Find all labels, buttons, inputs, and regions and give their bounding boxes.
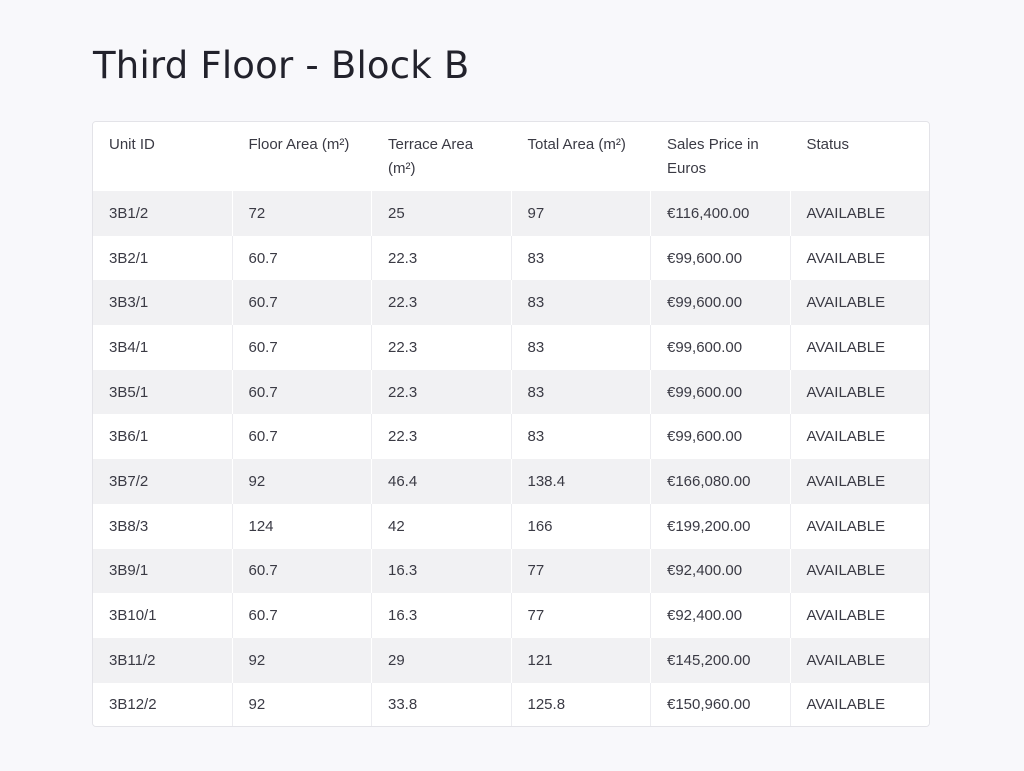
table-row: 3B10/1 60.7 16.3 77 €92,400.00 AVAILABLE (93, 593, 929, 638)
total-area-cell: 83 (511, 414, 651, 460)
floor-area-cell: 60.7 (232, 548, 372, 594)
terrace-area-cell: 16.3 (372, 593, 512, 638)
unit-id-cell: 3B7/2 (93, 459, 233, 504)
unit-id-cell: 3B6/1 (93, 414, 233, 460)
column-header-total-area: Total Area (m²) (511, 122, 651, 191)
unit-id-cell: 3B9/1 (93, 548, 233, 594)
sales-price-cell: €116,400.00 (651, 191, 791, 236)
floor-area-cell: 60.7 (232, 593, 372, 638)
table-row: 3B8/3 124 42 166 €199,200.00 AVAILABLE (93, 503, 929, 549)
column-header-terrace-area: Terrace Area (m²) (372, 122, 512, 191)
sales-price-cell: €145,200.00 (651, 637, 791, 683)
total-area-cell: 83 (511, 280, 651, 326)
unit-id-cell: 3B5/1 (93, 369, 233, 415)
floor-area-cell: 60.7 (232, 280, 372, 326)
page-title: Third Floor - Block B (93, 44, 470, 87)
total-area-cell: 138.4 (511, 459, 651, 504)
floor-area-cell: 60.7 (232, 369, 372, 415)
unit-id-cell: 3B4/1 (93, 325, 233, 370)
floor-area-cell: 72 (232, 191, 372, 236)
terrace-area-cell: 29 (372, 637, 512, 683)
column-header-unit-id: Unit ID (93, 122, 233, 191)
terrace-area-cell: 22.3 (372, 369, 512, 415)
table-header-row: Unit ID Floor Area (m²) Terrace Area (m²… (93, 122, 929, 191)
table-body: 3B1/2 72 25 97 €116,400.00 AVAILABLE 3B2/1 60.7… (93, 191, 929, 726)
total-area-cell: 125.8 (511, 682, 651, 726)
terrace-area-cell: 22.3 (372, 325, 512, 370)
table-row: 3B3/1 60.7 22.3 83 €99,600.00 AVAILABLE (93, 280, 929, 326)
total-area-cell: 83 (511, 369, 651, 415)
total-area-cell: 121 (511, 637, 651, 683)
status-cell: AVAILABLE (790, 369, 929, 415)
unit-id-cell: 3B8/3 (93, 503, 233, 549)
sales-price-cell: €150,960.00 (651, 682, 791, 726)
total-area-cell: 166 (511, 503, 651, 549)
units-table: Unit ID Floor Area (m²) Terrace Area (m²… (93, 122, 929, 726)
table-row: 3B12/2 92 33.8 125.8 €150,960.00 AVAILABLE (93, 682, 929, 726)
total-area-cell: 77 (511, 593, 651, 638)
column-header-floor-area: Floor Area (m²) (232, 122, 372, 191)
terrace-area-cell: 46.4 (372, 459, 512, 504)
table-header: Unit ID Floor Area (m²) Terrace Area (m²… (93, 122, 929, 191)
column-header-status: Status (790, 122, 929, 191)
sales-price-cell: €92,400.00 (651, 593, 791, 638)
table-row: 3B2/1 60.7 22.3 83 €99,600.00 AVAILABLE (93, 235, 929, 281)
floor-area-cell: 92 (232, 682, 372, 726)
unit-id-cell: 3B10/1 (93, 593, 233, 638)
floor-area-cell: 92 (232, 459, 372, 504)
sales-price-cell: €99,600.00 (651, 369, 791, 415)
floor-area-cell: 124 (232, 503, 372, 549)
status-cell: AVAILABLE (790, 191, 929, 236)
sales-price-cell: €99,600.00 (651, 280, 791, 326)
status-cell: AVAILABLE (790, 593, 929, 638)
table-row: 3B7/2 92 46.4 138.4 €166,080.00 AVAILABLE (93, 459, 929, 504)
column-header-sales-price: Sales Price in Euros (651, 122, 791, 191)
table-row: 3B1/2 72 25 97 €116,400.00 AVAILABLE (93, 191, 929, 236)
sales-price-cell: €166,080.00 (651, 459, 791, 504)
table-row: 3B4/1 60.7 22.3 83 €99,600.00 AVAILABLE (93, 325, 929, 370)
terrace-area-cell: 22.3 (372, 235, 512, 281)
terrace-area-cell: 33.8 (372, 682, 512, 726)
status-cell: AVAILABLE (790, 459, 929, 504)
table-row: 3B6/1 60.7 22.3 83 €99,600.00 AVAILABLE (93, 414, 929, 460)
status-cell: AVAILABLE (790, 235, 929, 281)
terrace-area-cell: 22.3 (372, 280, 512, 326)
floor-area-cell: 60.7 (232, 414, 372, 460)
status-cell: AVAILABLE (790, 503, 929, 549)
status-cell: AVAILABLE (790, 637, 929, 683)
total-area-cell: 77 (511, 548, 651, 594)
unit-id-cell: 3B1/2 (93, 191, 233, 236)
terrace-area-cell: 22.3 (372, 414, 512, 460)
table-row: 3B5/1 60.7 22.3 83 €99,600.00 AVAILABLE (93, 369, 929, 415)
total-area-cell: 97 (511, 191, 651, 236)
floor-area-cell: 92 (232, 637, 372, 683)
total-area-cell: 83 (511, 235, 651, 281)
unit-id-cell: 3B12/2 (93, 682, 233, 726)
table-row: 3B11/2 92 29 121 €145,200.00 AVAILABLE (93, 637, 929, 683)
terrace-area-cell: 16.3 (372, 548, 512, 594)
terrace-area-cell: 42 (372, 503, 512, 549)
unit-id-cell: 3B11/2 (93, 637, 233, 683)
total-area-cell: 83 (511, 325, 651, 370)
unit-id-cell: 3B2/1 (93, 235, 233, 281)
sales-price-cell: €99,600.00 (651, 325, 791, 370)
floor-area-cell: 60.7 (232, 325, 372, 370)
status-cell: AVAILABLE (790, 325, 929, 370)
floor-area-cell: 60.7 (232, 235, 372, 281)
sales-price-cell: €92,400.00 (651, 548, 791, 594)
status-cell: AVAILABLE (790, 682, 929, 726)
units-table-card: Unit ID Floor Area (m²) Terrace Area (m²… (92, 121, 930, 727)
unit-id-cell: 3B3/1 (93, 280, 233, 326)
status-cell: AVAILABLE (790, 280, 929, 326)
terrace-area-cell: 25 (372, 191, 512, 236)
table-row: 3B9/1 60.7 16.3 77 €92,400.00 AVAILABLE (93, 548, 929, 594)
status-cell: AVAILABLE (790, 548, 929, 594)
sales-price-cell: €199,200.00 (651, 503, 791, 549)
sales-price-cell: €99,600.00 (651, 235, 791, 281)
sales-price-cell: €99,600.00 (651, 414, 791, 460)
status-cell: AVAILABLE (790, 414, 929, 460)
